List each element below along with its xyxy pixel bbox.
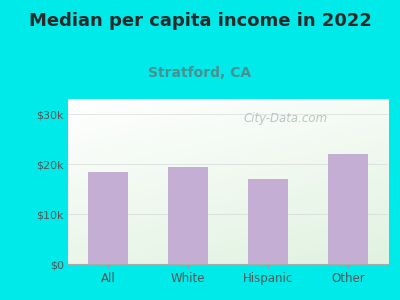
Text: City-Data.com: City-Data.com (244, 112, 328, 125)
Bar (168, 167, 208, 264)
Bar (248, 179, 288, 264)
Bar (328, 154, 368, 264)
Text: Median per capita income in 2022: Median per capita income in 2022 (28, 12, 372, 30)
Text: Stratford, CA: Stratford, CA (148, 66, 252, 80)
Bar (88, 172, 128, 264)
